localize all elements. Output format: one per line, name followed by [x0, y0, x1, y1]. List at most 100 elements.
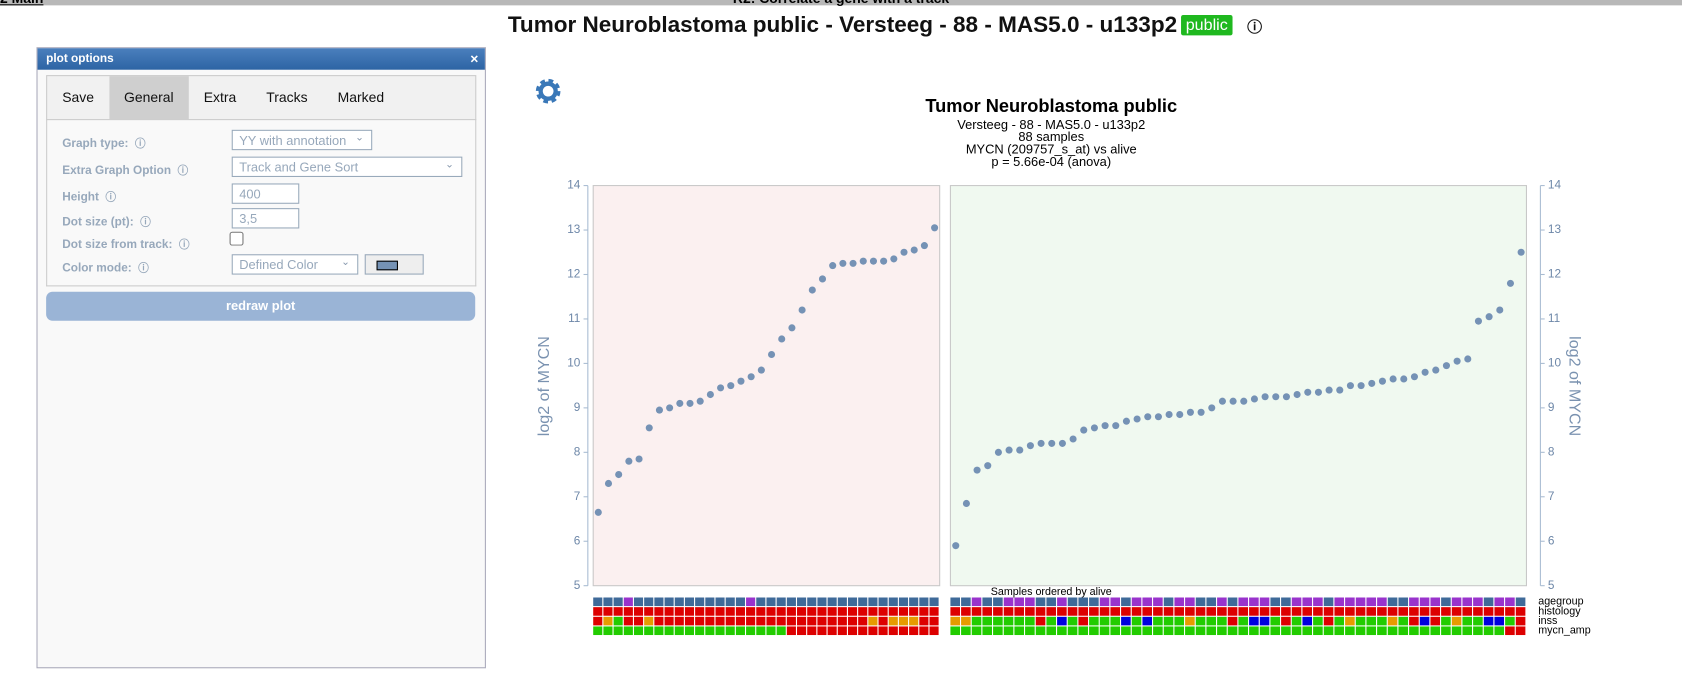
dot: [808, 286, 816, 294]
info-icon[interactable]: ⓘ: [138, 262, 149, 275]
info-icon[interactable]: ⓘ: [134, 138, 146, 151]
track-cell: [982, 616, 993, 626]
dot: [1325, 386, 1333, 394]
dot: [1357, 382, 1365, 390]
track-cell: [1291, 607, 1302, 616]
track-cell: [1153, 597, 1163, 607]
track-cell: [1451, 616, 1462, 626]
track-cell: [1313, 607, 1323, 616]
settings-gear[interactable]: [535, 78, 561, 104]
track-cell: [1302, 616, 1313, 626]
track-cell: [1355, 607, 1366, 616]
redraw-button[interactable]: redraw plot: [46, 291, 476, 321]
field-input[interactable]: 400: [231, 183, 300, 204]
track-cell: [807, 607, 817, 616]
close-button[interactable]: ×: [470, 50, 479, 67]
dot: [1378, 377, 1386, 385]
track-cell: [868, 626, 878, 636]
track-cell: [1238, 616, 1249, 626]
info-icon[interactable]: ⓘ: [1247, 18, 1263, 36]
dot: [1304, 388, 1312, 396]
track-cell: [1259, 626, 1270, 636]
track-cell: [725, 616, 735, 626]
tab[interactable]: General: [109, 76, 189, 120]
field-label-text: Extra Graph Option: [62, 164, 172, 177]
dot: [594, 508, 602, 516]
track-cell: [993, 616, 1003, 626]
track-cell: [837, 616, 847, 626]
dot: [1282, 393, 1290, 401]
track-cell: [1185, 597, 1195, 607]
track-cell: [858, 597, 868, 607]
track-cell: [1046, 626, 1057, 636]
info-icon[interactable]: ⓘ: [177, 165, 189, 177]
field-label: Extra Graph Option ⓘ: [62, 161, 188, 177]
track-cell: [1462, 616, 1473, 626]
info-icon[interactable]: ⓘ: [105, 192, 117, 204]
track-cell: [971, 597, 982, 607]
track-cell: [766, 626, 776, 636]
dot: [1336, 386, 1344, 394]
field-input[interactable]: YY with annotation: [231, 129, 373, 151]
dot: [655, 406, 663, 414]
track-cell: [654, 607, 664, 616]
field-label: Height ⓘ: [62, 188, 116, 204]
tab[interactable]: Marked: [337, 89, 385, 106]
track-cell: [1441, 597, 1451, 607]
track-cell: [654, 616, 664, 626]
track-cell: [1291, 597, 1302, 607]
color-swatch: [376, 260, 398, 271]
track-cell: [1419, 616, 1430, 626]
checkbox[interactable]: [229, 231, 244, 246]
dot: [1133, 415, 1141, 423]
dot: [1026, 442, 1034, 450]
track-cell: [776, 616, 786, 626]
track-cell: [1515, 597, 1526, 607]
track-cell: [695, 616, 705, 626]
track-cell: [888, 626, 898, 636]
track-cell: [644, 607, 654, 616]
tab[interactable]: Save: [62, 89, 95, 106]
track-cell: [1409, 616, 1419, 626]
track-cell: [993, 626, 1003, 636]
track-cell: [847, 607, 858, 616]
dot: [1037, 439, 1045, 447]
field-label: Color mode: ⓘ: [62, 259, 149, 275]
track-cell: [705, 626, 715, 636]
info-icon[interactable]: ⓘ: [178, 239, 190, 252]
track-cell: [1163, 607, 1174, 616]
track-cell: [982, 607, 993, 616]
track-cell: [603, 607, 613, 616]
track-label: mycn_amp: [1538, 625, 1590, 637]
group-background: [592, 185, 941, 587]
info-icon[interactable]: ⓘ: [140, 216, 151, 229]
field-input[interactable]: 3,5: [231, 208, 300, 229]
track-cell: [1313, 597, 1323, 607]
track-cell: [1057, 626, 1067, 636]
dot: [1474, 317, 1482, 325]
field-input[interactable]: Defined Color: [231, 254, 359, 275]
track-cell: [613, 607, 623, 616]
dot: [962, 499, 970, 507]
y2-tick-label: 11: [1548, 312, 1560, 325]
dropdown-arrow: ⌄: [341, 256, 351, 269]
color-picker[interactable]: [364, 254, 424, 275]
track-caption: Samples ordered by alive: [991, 586, 1112, 598]
track-cell: [1249, 626, 1259, 636]
tab[interactable]: Tracks: [266, 89, 308, 106]
dot: [1165, 410, 1173, 419]
dot: [1101, 422, 1109, 430]
track-cell: [1174, 616, 1185, 626]
y2-tick-label: 13: [1548, 223, 1562, 236]
field-input[interactable]: Track and Gene Sort: [231, 156, 463, 177]
nav-link[interactable]: 2 Main: [0, 0, 43, 6]
track-cell: [1355, 597, 1366, 607]
track-cell: [1409, 607, 1419, 616]
dropdown-arrow: ⌄: [355, 131, 365, 144]
track-cell: [1377, 607, 1387, 616]
dot: [788, 324, 796, 332]
track-cell: [1323, 616, 1334, 626]
track-cell: [1313, 616, 1323, 626]
tab[interactable]: Extra: [203, 89, 237, 106]
track-cell: [725, 597, 735, 607]
